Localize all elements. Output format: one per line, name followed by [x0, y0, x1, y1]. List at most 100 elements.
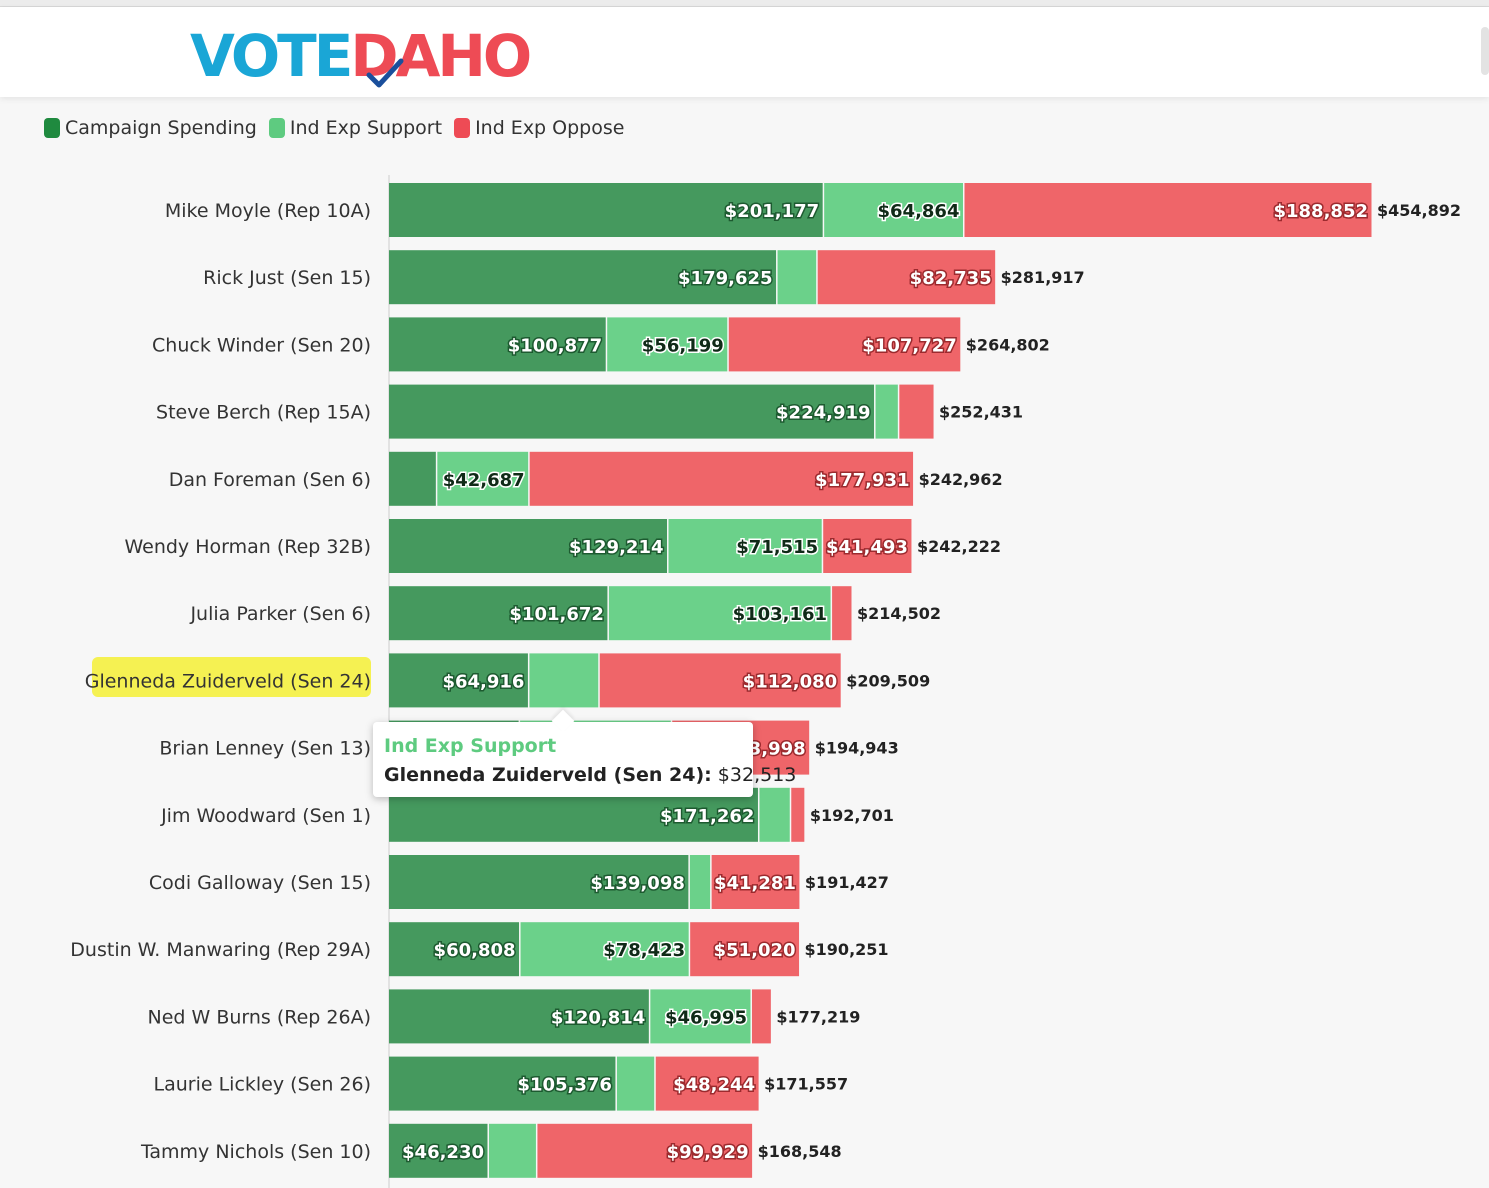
bar-segment[interactable]: [964, 183, 1372, 237]
bar-total-label: $168,548: [758, 1142, 842, 1161]
bar-value-label: $41,493: [826, 537, 908, 558]
bar-segment[interactable]: [650, 989, 751, 1044]
bar-segment[interactable]: [689, 855, 711, 909]
bar-total-label: $192,701: [810, 806, 894, 825]
bar-value-label: $129,214: [569, 537, 664, 558]
bar-segment[interactable]: [389, 519, 668, 573]
bar-segment[interactable]: [389, 653, 528, 708]
chart-legend: Campaign Spending Ind Exp Support Ind Ex…: [44, 114, 624, 142]
category-label: Steve Berch (Rep 15A): [156, 402, 371, 424]
bar-segment[interactable]: [751, 989, 771, 1044]
category-label: Chuck Winder (Sen 20): [152, 334, 371, 356]
bar-value-label: $112,080: [743, 671, 838, 692]
bar-value-label: $78,423: [603, 940, 685, 961]
bar-segment[interactable]: [655, 1056, 759, 1111]
bar-value-label: $46,995: [665, 1007, 747, 1028]
legend-item-ind-exp-support[interactable]: Ind Exp Support: [268, 117, 443, 139]
bar-total-label: $190,251: [805, 940, 889, 959]
bar-value-label: $64,864: [878, 201, 960, 222]
bar-segment[interactable]: [389, 317, 606, 372]
bar-segment[interactable]: [529, 653, 599, 708]
bar-segment[interactable]: [608, 586, 831, 641]
bar-total-label: $191,427: [805, 873, 889, 892]
bar-segment[interactable]: [520, 922, 689, 977]
bar-value-label: $120,814: [551, 1007, 646, 1028]
category-label: Ned W Burns (Rep 26A): [147, 1006, 371, 1028]
bar-value-label: $188,852: [1273, 201, 1368, 222]
category-label: Rick Just (Sen 15): [203, 267, 371, 289]
bar-segment[interactable]: [832, 586, 852, 641]
bar-total-label: $214,502: [857, 604, 941, 623]
bar-segment[interactable]: [728, 317, 961, 372]
category-label: Wendy Horman (Rep 32B): [124, 536, 371, 558]
logo-text-vote: VOTE: [190, 22, 353, 90]
bar-segment[interactable]: [389, 1123, 488, 1178]
bar-value-label: $46,230: [402, 1142, 484, 1163]
category-label: Glenneda Zuiderveld (Sen 24): [85, 670, 371, 692]
bar-segment[interactable]: [777, 250, 817, 305]
bar-segment[interactable]: [824, 183, 963, 237]
bar-segment[interactable]: [537, 1123, 753, 1178]
bar-value-label: $82,735: [910, 268, 992, 289]
bar-segment[interactable]: [389, 250, 777, 305]
bar-total-label: $242,222: [917, 537, 1001, 556]
bar-segment[interactable]: [817, 250, 996, 305]
bar-segment[interactable]: [690, 922, 800, 977]
bar-segment[interactable]: [437, 451, 529, 506]
chart-tooltip: Ind Exp Support Glenneda Zuiderveld (Sen…: [373, 709, 796, 797]
bar-total-label: $242,962: [919, 470, 1003, 489]
bar-segment[interactable]: [599, 653, 841, 708]
bar-segment[interactable]: [791, 787, 805, 842]
category-label: Codi Galloway (Sen 15): [149, 872, 371, 894]
bar-total-label: $209,509: [846, 671, 930, 690]
bar-value-label: $201,177: [725, 201, 820, 222]
tooltip-value: $32,513: [711, 764, 797, 786]
bar-value-label: $71,515: [736, 537, 818, 558]
legend-item-campaign-spending[interactable]: Campaign Spending: [44, 117, 257, 139]
bar-segment[interactable]: [616, 1056, 655, 1111]
category-label: Julia Parker (Sen 6): [189, 603, 371, 625]
bar-segment[interactable]: [389, 1056, 616, 1111]
site-logo[interactable]: VOTEDAHO: [190, 21, 532, 91]
bar-value-label: $64,916: [442, 671, 524, 692]
bar-segment[interactable]: [389, 451, 436, 506]
stacked-bar-chart: Mike Moyle (Rep 10A) $201,177 $64,864 $188,…: [70, 175, 1461, 1188]
bar-segment[interactable]: [389, 989, 649, 1044]
site-header: VOTEDAHO: [0, 7, 1489, 97]
bar-segment[interactable]: [389, 586, 608, 641]
bar-value-label: $171,262: [660, 806, 755, 827]
scrollbar-handle[interactable]: [1481, 27, 1489, 75]
bar-value-label: $100,877: [508, 335, 603, 356]
bar-segment[interactable]: [489, 1123, 536, 1178]
bar-segment[interactable]: [668, 519, 822, 573]
bar-segment[interactable]: [389, 183, 823, 237]
bar-value-label: $103,161: [733, 604, 828, 625]
bar-segment[interactable]: [389, 922, 520, 977]
bar-value-label: $99,929: [667, 1142, 749, 1163]
legend-item-ind-exp-oppose[interactable]: Ind Exp Oppose: [454, 117, 624, 139]
bar-segment[interactable]: [389, 384, 875, 439]
bar-total-label: $171,557: [764, 1075, 848, 1094]
tooltip-series-name: Ind Exp Support: [384, 735, 557, 757]
bar-value-label: $41,281: [714, 873, 796, 894]
checkmark-icon: [366, 58, 404, 88]
legend-swatch: [268, 118, 285, 138]
bar-segment[interactable]: [711, 855, 800, 909]
bar-segment[interactable]: [823, 519, 912, 573]
bar-value-label: $105,376: [517, 1075, 612, 1096]
bar-total-label: $194,943: [815, 739, 899, 758]
category-label: Mike Moyle (Rep 10A): [165, 200, 371, 222]
category-label: Brian Lenney (Sen 13): [159, 738, 371, 760]
bar-value-label: $179,625: [678, 268, 773, 289]
bar-segment[interactable]: [607, 317, 728, 372]
bar-segment[interactable]: [899, 384, 934, 439]
bar-segment[interactable]: [759, 787, 790, 842]
bar-total-label: $454,892: [1377, 201, 1461, 220]
bar-segment[interactable]: [529, 451, 914, 506]
bar-value-label: $101,672: [509, 604, 604, 625]
bar-value-label: $60,808: [434, 940, 516, 961]
bar-segment[interactable]: [389, 855, 689, 909]
bar-segment[interactable]: [875, 384, 898, 439]
browser-top-edge: [0, 0, 1489, 7]
legend-label: Ind Exp Support: [289, 117, 443, 139]
